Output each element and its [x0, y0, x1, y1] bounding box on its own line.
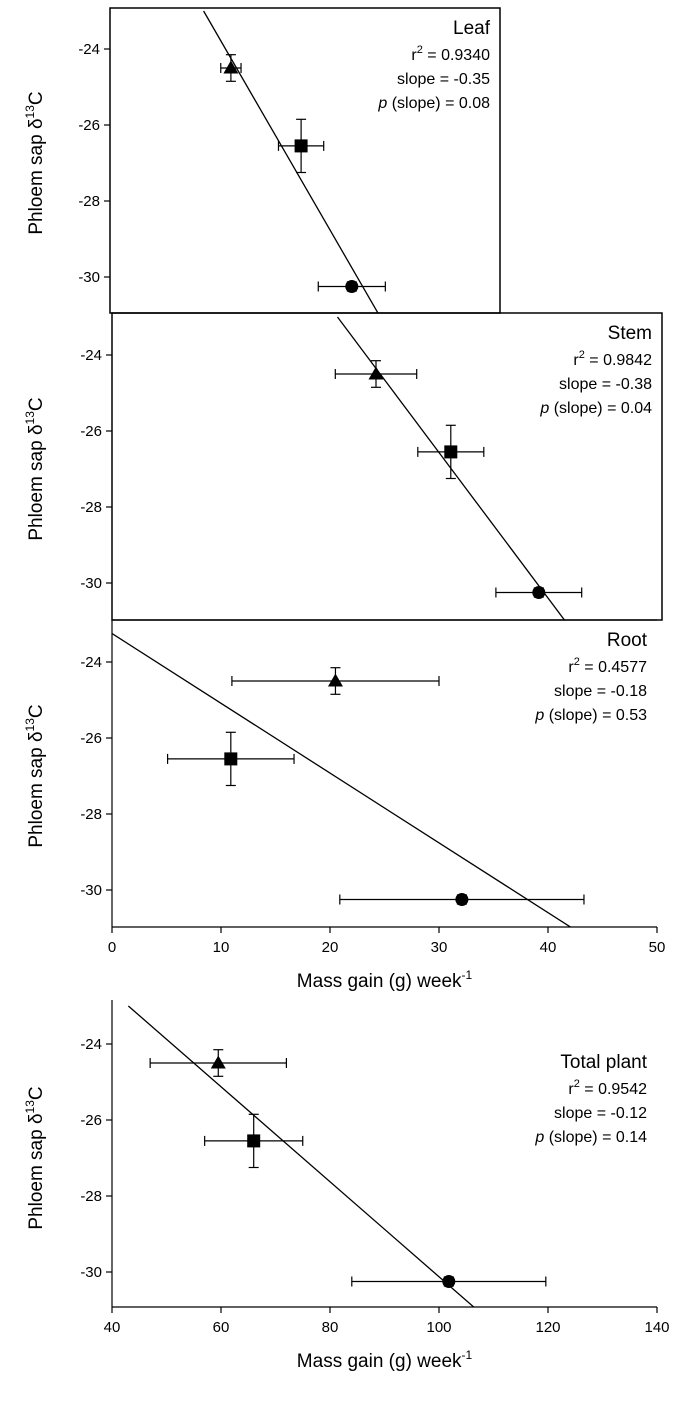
- triangle-marker: [210, 1055, 226, 1069]
- y-tick-label: -24: [78, 41, 100, 58]
- x-tick-label: 140: [644, 1319, 669, 1336]
- slope-label: slope = -0.12: [554, 1105, 647, 1122]
- x-tick-label: 80: [322, 1319, 339, 1336]
- data-point-circle: [495, 586, 583, 599]
- panel-root: -24 -26 -28 -30 0 10 20 30 40 50 Phloem sap δ13C Ma…: [23, 619, 666, 992]
- square-marker: [294, 139, 308, 153]
- y-axis-label: Phloem sap δ13C: [23, 704, 47, 847]
- panel-title: Root: [607, 630, 648, 651]
- x-tick-label: 40: [540, 939, 557, 956]
- circle-marker: [345, 280, 359, 293]
- panel-title: Total plant: [560, 1052, 647, 1073]
- regression-line: [127, 1005, 475, 1307]
- x-tick-label: 50: [649, 939, 666, 956]
- p-value-label: p (slope) = 0.14: [534, 1129, 647, 1146]
- data-point-square: [166, 731, 295, 787]
- circle-marker: [532, 586, 546, 599]
- y-tick-label: -26: [78, 117, 100, 134]
- data-point-circle: [317, 280, 386, 293]
- panel-title: Stem: [608, 323, 652, 344]
- y-axis-label: Phloem sap δ13C: [23, 91, 47, 234]
- y-tick-label: -26: [80, 1112, 102, 1129]
- x-tick-label: 20: [322, 939, 339, 956]
- data-point-circle: [351, 1275, 547, 1288]
- square-marker: [247, 1134, 261, 1148]
- data-point-square: [277, 118, 325, 174]
- square-marker: [444, 445, 458, 459]
- panel-total-plant: -24 -26 -28 -30 40 60 80 100 120 140 Phloem sap δ1…: [23, 1000, 670, 1372]
- data-point-square: [204, 1113, 304, 1169]
- data-point-triangle: [220, 54, 242, 82]
- slope-label: slope = -0.38: [559, 376, 652, 393]
- r-squared-label: r2 = 0.9542: [568, 1078, 647, 1098]
- y-tick-label: -30: [80, 575, 102, 592]
- square-marker: [224, 752, 238, 766]
- y-tick-label: -24: [80, 1036, 102, 1053]
- slope-label: slope = -0.18: [554, 683, 647, 700]
- triangle-marker: [223, 60, 239, 74]
- y-tick-label: -30: [80, 1264, 102, 1281]
- x-tick-label: 40: [104, 1319, 121, 1336]
- circle-marker: [442, 1275, 456, 1288]
- data-point-triangle: [334, 360, 418, 388]
- r-squared-label: r2 = 0.9842: [573, 349, 652, 369]
- circle-marker: [455, 893, 469, 906]
- p-value-label: p (slope) = 0.53: [534, 707, 647, 724]
- slope-label: slope = -0.35: [397, 71, 490, 88]
- x-tick-label: 0: [108, 939, 116, 956]
- y-tick-label: -28: [80, 806, 102, 823]
- y-tick-label: -24: [80, 347, 102, 364]
- x-axis-label: Mass gain (g) week-1: [297, 968, 473, 992]
- data-point-triangle: [231, 667, 440, 695]
- x-tick-label: 30: [431, 939, 448, 956]
- panel-leaf: -24 -26 -28 -30 Phloem sap δ13C Leaf r2 = 0.93…: [23, 7, 501, 314]
- y-tick-label: -30: [80, 882, 102, 899]
- y-tick-label: -24: [80, 654, 102, 671]
- y-tick-label: -28: [80, 499, 102, 516]
- r-squared-label: r2 = 0.4577: [568, 656, 647, 676]
- x-tick-label: 100: [426, 1319, 451, 1336]
- y-tick-label: -26: [80, 423, 102, 440]
- regression-line: [203, 10, 379, 313]
- x-tick-label: 120: [535, 1319, 560, 1336]
- r-squared-label: r2 = 0.9340: [411, 44, 490, 64]
- triangle-marker: [368, 366, 384, 380]
- data-point-circle: [339, 893, 585, 906]
- regression-line: [112, 632, 572, 927]
- x-tick-label: 10: [213, 939, 230, 956]
- y-axis-label: Phloem sap δ13C: [23, 1086, 47, 1229]
- y-tick-label: -30: [78, 269, 100, 286]
- p-value-label: p (slope) = 0.04: [539, 400, 652, 417]
- y-tick-label: -26: [80, 730, 102, 747]
- triangle-marker: [327, 673, 343, 687]
- panel-title: Leaf: [453, 18, 491, 39]
- x-axis-label: Mass gain (g) week-1: [297, 1348, 473, 1372]
- y-axis-label: Phloem sap δ13C: [23, 397, 47, 540]
- x-tick-label: 60: [213, 1319, 230, 1336]
- data-point-square: [417, 424, 485, 480]
- y-tick-label: -28: [80, 1188, 102, 1205]
- p-value-label: p (slope) = 0.08: [377, 95, 490, 112]
- y-tick-label: -28: [78, 193, 100, 210]
- panel-stem: -24 -26 -28 -30 Phloem sap δ13C Stem r2 = 0.98…: [23, 312, 663, 621]
- data-point-triangle: [149, 1049, 287, 1077]
